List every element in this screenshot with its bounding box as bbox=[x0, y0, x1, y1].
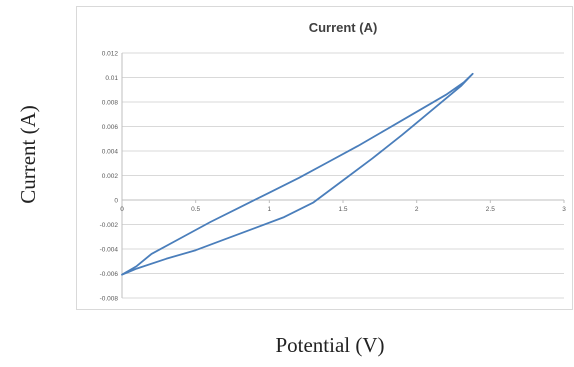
y-tick-label: -0.008 bbox=[100, 296, 119, 303]
y-tick-label: 0.004 bbox=[102, 149, 119, 156]
x-tick-label: 1 bbox=[268, 206, 272, 213]
y-tick-label: 0.012 bbox=[102, 51, 119, 58]
y-tick-label: 0.002 bbox=[102, 173, 119, 180]
chart-frame: Current (A) 0.012 0.01 0.008 0.006 0.004 0.002… bbox=[76, 6, 573, 310]
y-axis-outer-label: Current (A) bbox=[2, 84, 54, 224]
x-tick-label: 2.5 bbox=[486, 206, 495, 213]
y-axis-outer-label-text: Current (A) bbox=[15, 104, 40, 204]
chart-svg: Current (A) 0.012 0.01 0.008 0.006 0.004 0.002… bbox=[100, 20, 567, 303]
y-tick-label: -0.002 bbox=[100, 222, 119, 229]
x-tick-label: 0.5 bbox=[191, 206, 200, 213]
y-tick-label: -0.004 bbox=[100, 247, 119, 254]
y-tick-label: -0.006 bbox=[100, 271, 119, 278]
x-tick-label: 2 bbox=[415, 206, 419, 213]
chart-title: Current (A) bbox=[309, 20, 378, 35]
x-tick-label: 3 bbox=[562, 206, 566, 213]
x-tick-label: 0 bbox=[120, 206, 124, 213]
x-tick-label: 1.5 bbox=[338, 206, 347, 213]
y-tick-label: 0.008 bbox=[102, 100, 119, 107]
y-tick-label: 0.006 bbox=[102, 124, 119, 131]
y-tick-label: 0 bbox=[114, 198, 118, 205]
y-tick-label: 0.01 bbox=[105, 75, 118, 82]
x-axis-outer-label: Potential (V) bbox=[275, 333, 385, 357]
series-line bbox=[121, 72, 474, 276]
